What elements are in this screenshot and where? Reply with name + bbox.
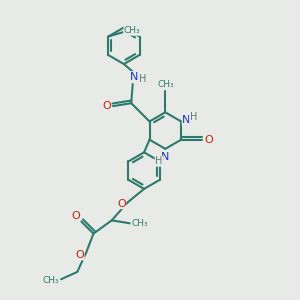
Text: O: O [102, 101, 111, 111]
Text: CH₃: CH₃ [131, 219, 148, 228]
Text: CH₃: CH₃ [43, 276, 59, 285]
Text: CH₃: CH₃ [124, 26, 140, 35]
Text: O: O [117, 199, 126, 208]
Text: N: N [130, 72, 139, 82]
Text: H: H [155, 156, 163, 166]
Text: O: O [204, 135, 213, 145]
Text: H: H [139, 74, 147, 84]
Text: H: H [190, 112, 197, 122]
Text: CH₃: CH₃ [158, 80, 174, 89]
Text: O: O [75, 250, 84, 260]
Text: N: N [182, 115, 190, 125]
Text: N: N [161, 152, 170, 162]
Text: O: O [71, 211, 80, 221]
